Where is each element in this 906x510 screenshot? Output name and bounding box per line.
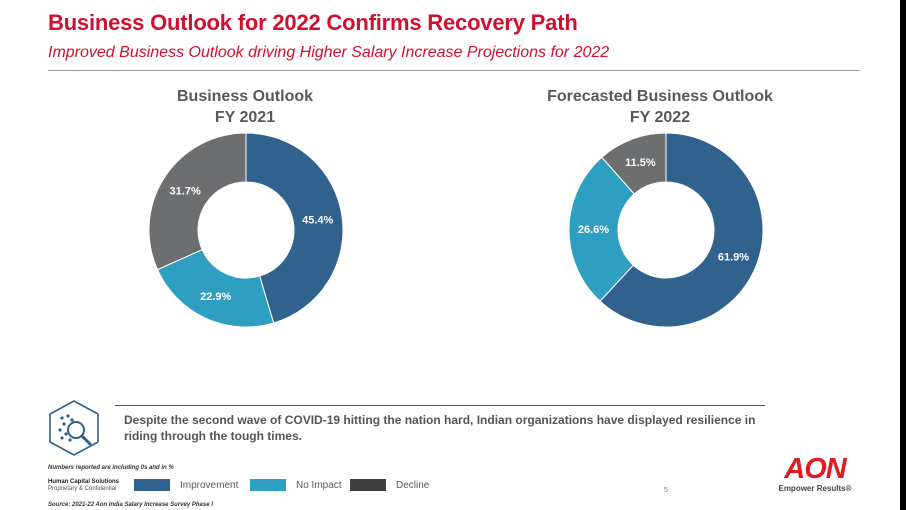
legend-item-no-impact: No Impact	[250, 478, 342, 492]
chart-title-line: FY 2022	[629, 109, 691, 126]
logo-wordmark: AON	[784, 453, 846, 485]
chart-title-fy2021: Business Outlook FY 2021	[145, 86, 345, 128]
legend-item-decline: Decline	[350, 478, 429, 492]
data-label: 22.9%	[200, 291, 231, 303]
data-label: 11.5%	[625, 157, 656, 169]
legend-item-improvement: Improvement	[134, 478, 238, 492]
donut-slice-improvement	[599, 132, 764, 328]
chart-title-line: Business Outlook	[176, 88, 314, 105]
page-number: 5	[664, 487, 668, 494]
footnote: Numbers reported are including 0s and in…	[48, 465, 174, 471]
data-label: 61.9%	[718, 251, 749, 263]
data-label: 31.7%	[170, 186, 201, 198]
donut-slice-improvement	[245, 132, 344, 324]
legend-label: Decline	[396, 479, 430, 491]
page-title: Business Outlook for 2022 Confirms Recov…	[48, 10, 578, 35]
message-divider	[115, 405, 765, 406]
chart-title-fy2022: Forecasted Business Outlook FY 2022	[520, 86, 800, 128]
data-label: 26.6%	[578, 224, 609, 236]
org-label: Human Capital Solutions	[48, 479, 120, 485]
donut-slice-no-impact	[156, 248, 275, 328]
aon-logo: AON Empower Results®	[770, 454, 860, 493]
title-divider	[48, 70, 860, 71]
legend-label: Improvement	[180, 479, 239, 491]
donut-chart-fy2021: 45.4% 22.9% 31.7%	[148, 132, 344, 328]
donut-slice-decline	[148, 132, 247, 271]
confidential-label: Proprietary & Confidential	[48, 486, 117, 492]
legend-swatch	[350, 479, 386, 491]
key-message: Despite the second wave of COVID-19 hitt…	[124, 413, 756, 443]
legend-swatch	[134, 479, 170, 491]
data-label: 45.4%	[302, 215, 333, 227]
page-subtitle: Improved Business Outlook driving Higher…	[48, 44, 610, 61]
chart-title-line: Forecasted Business Outlook	[547, 88, 773, 105]
donut-slice-decline	[601, 132, 667, 195]
legend-label: No Impact	[296, 479, 342, 491]
donut-chart-fy2022: 61.9% 26.6% 11.5%	[568, 132, 764, 328]
donut-slice-no-impact	[568, 156, 635, 302]
logo-tagline: Empower Results®	[778, 484, 852, 493]
source-note: Source: 2021-22 Aon India Salary Increas…	[48, 502, 213, 508]
legend-swatch	[250, 479, 286, 491]
data-analysis-icon	[49, 400, 99, 456]
org-name: Human Capital Solutions Proprietary & Co…	[48, 479, 119, 493]
chart-title-line: FY 2021	[214, 109, 276, 126]
